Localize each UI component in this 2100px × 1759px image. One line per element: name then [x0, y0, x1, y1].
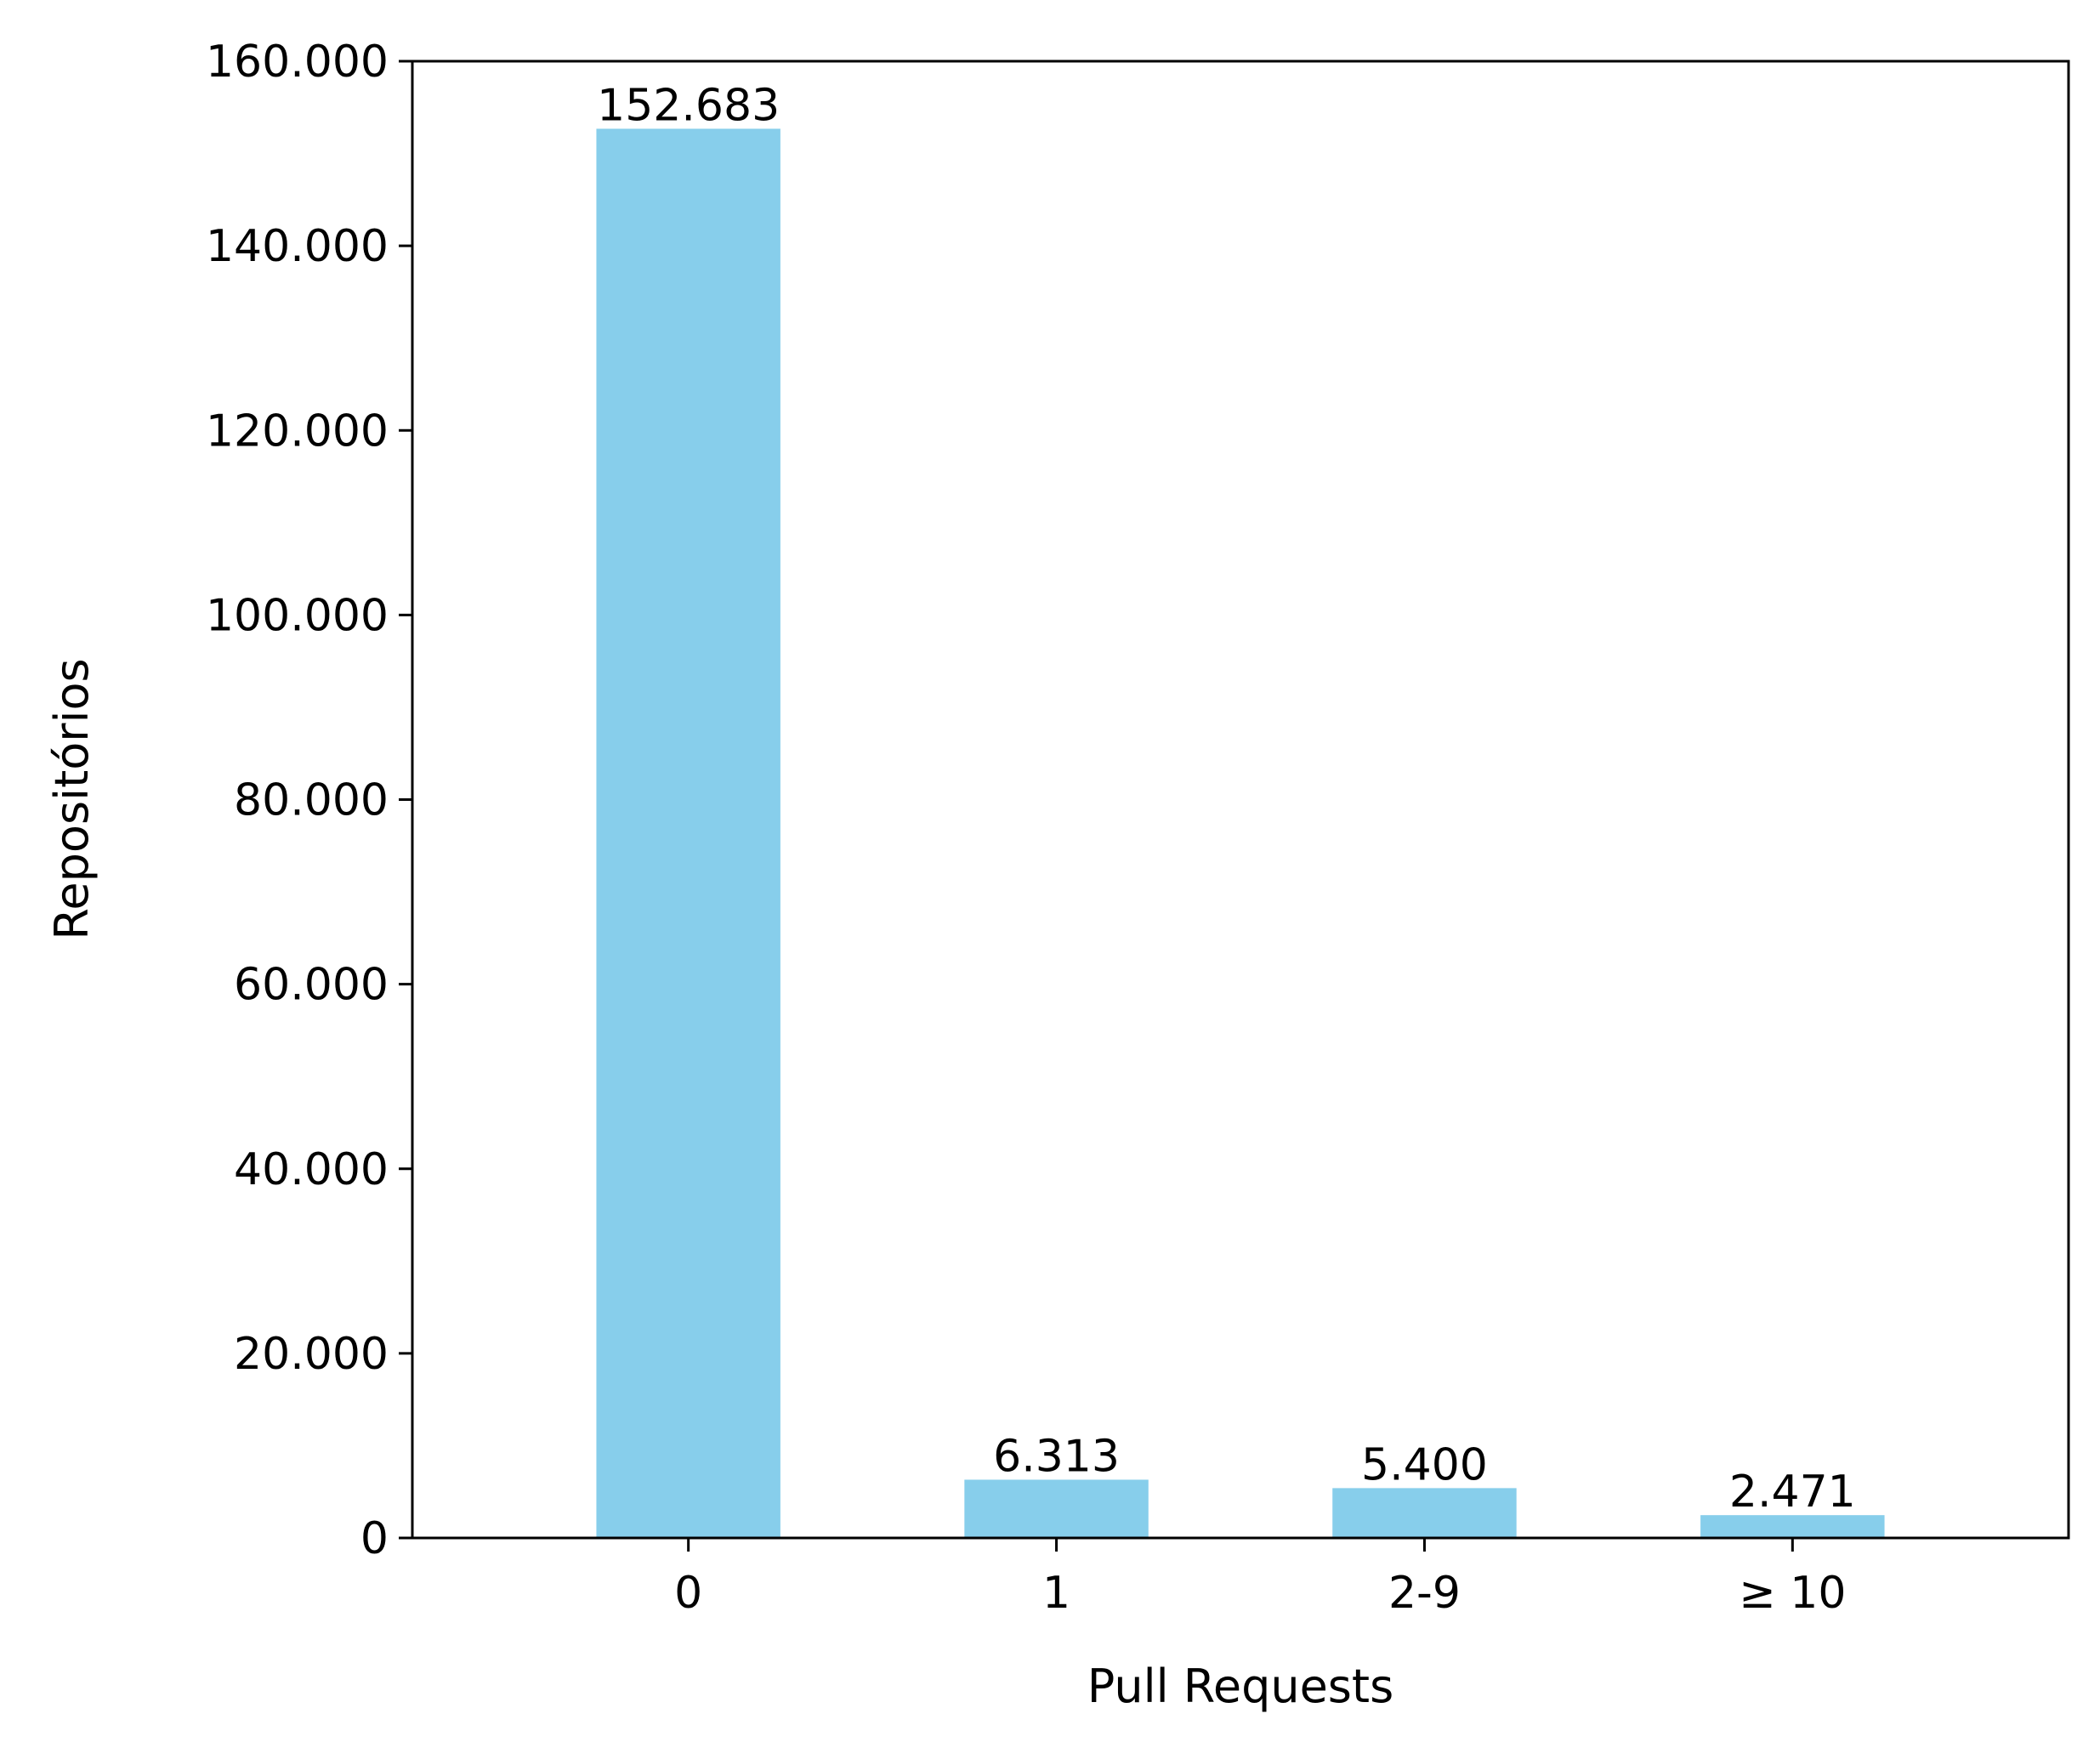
bar-3 [1700, 1515, 1885, 1538]
x-tick-label-1: 1 [1042, 1568, 1070, 1619]
data-label-3: 2.471 [1729, 1467, 1856, 1518]
data-label-0: 152.683 [597, 80, 780, 131]
x-tick-label-3: ≥ 10 [1739, 1568, 1846, 1619]
bar-1 [964, 1479, 1149, 1538]
data-label-1: 6.313 [993, 1431, 1120, 1482]
data-label-2: 5.400 [1361, 1439, 1488, 1490]
y-tick-label-7: 140.000 [206, 221, 389, 272]
x-axis: 0 1 2-9 ≥ 10 [674, 1538, 1846, 1619]
y-axis: 0 20.000 40.000 60.000 80.000 100.000 120.000 1… [206, 37, 412, 1564]
y-tick-label-3: 60.000 [234, 960, 389, 1011]
data-labels-layer: 152.683 6.313 5.400 2.471 [597, 80, 1856, 1518]
y-tick-label-8: 160.000 [206, 37, 389, 88]
x-tick-label-2: 2-9 [1388, 1568, 1461, 1619]
bars-layer [596, 128, 1885, 1538]
y-tick-label-5: 100.000 [206, 590, 389, 641]
y-tick-label-0: 0 [360, 1513, 389, 1564]
bar-0 [596, 128, 780, 1538]
y-axis-title: Repositórios [45, 658, 99, 939]
y-tick-label-2: 40.000 [234, 1144, 389, 1195]
x-axis-title: Pull Requests [1087, 1660, 1394, 1713]
y-tick-label-1: 20.000 [234, 1329, 389, 1380]
bar-2 [1332, 1488, 1517, 1538]
y-tick-label-6: 120.000 [206, 406, 389, 457]
x-tick-label-0: 0 [674, 1568, 702, 1619]
y-tick-label-4: 80.000 [234, 775, 389, 826]
